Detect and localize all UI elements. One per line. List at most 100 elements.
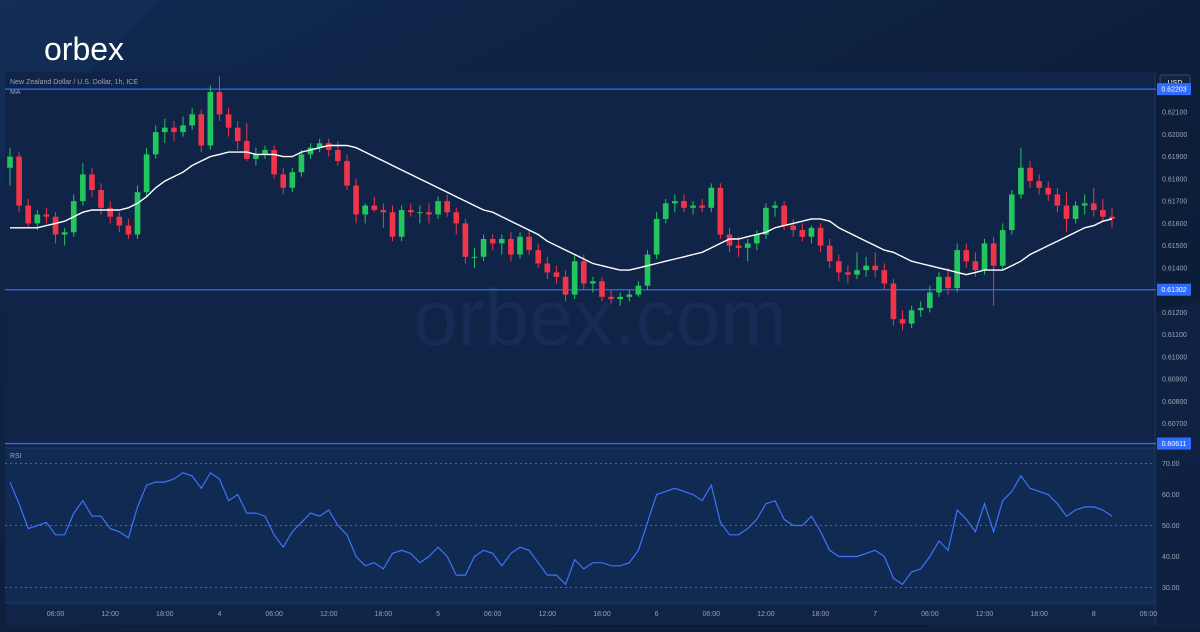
price-tick-label: 0.61600: [1162, 221, 1187, 228]
candle-body: [690, 205, 696, 208]
candle-body: [799, 230, 806, 237]
horizontal-levels[interactable]: 0.62203 0.61302 0.60611: [5, 83, 1191, 450]
candle: [954, 243, 960, 293]
rsi-tick-label: 40.00: [1162, 554, 1180, 561]
time-tick-label: 4: [218, 611, 222, 618]
candle: [744, 238, 751, 262]
time-tick-label: 06:00: [921, 611, 939, 618]
candle: [981, 238, 988, 275]
candle: [316, 138, 323, 153]
candle-body: [171, 127, 177, 133]
candle: [672, 194, 678, 213]
candle-body: [927, 292, 933, 308]
time-tick-label: 18:00: [1030, 611, 1048, 618]
candle: [562, 270, 569, 302]
candle-body: [180, 125, 186, 133]
candle: [462, 218, 469, 264]
candle: [125, 218, 132, 239]
candle-body: [781, 205, 787, 226]
price-tick-label: 0.62000: [1162, 132, 1187, 139]
price-tick-label: 0.61900: [1162, 154, 1187, 161]
candle: [699, 198, 705, 213]
candle-body: [817, 227, 824, 246]
candle-body: [999, 230, 1006, 266]
candle-body: [498, 238, 505, 244]
candle: [735, 236, 742, 257]
candle: [362, 203, 369, 224]
candle: [590, 276, 596, 293]
candle: [325, 138, 332, 157]
candle: [726, 227, 733, 253]
candle-body: [116, 216, 123, 226]
candle-body: [298, 154, 305, 173]
candle: [189, 107, 195, 130]
candle: [426, 203, 432, 224]
candle-body: [599, 281, 605, 297]
candle: [799, 223, 806, 242]
candle-body: [134, 192, 141, 235]
level-label: 0.61302: [1161, 287, 1186, 294]
candle: [262, 145, 268, 159]
level-badge: [1157, 83, 1191, 96]
candle-body: [380, 210, 387, 213]
candle-body: [471, 256, 478, 258]
candle-body: [517, 236, 523, 255]
candle-body: [544, 263, 551, 273]
candle-body: [1081, 203, 1088, 206]
candle-body: [362, 205, 369, 215]
candle-body: [972, 261, 979, 271]
candle-body: [7, 156, 13, 168]
level-label: 0.60611: [1162, 441, 1187, 448]
candle: [253, 147, 259, 166]
candle: [89, 167, 95, 197]
candle: [1109, 207, 1115, 228]
candle-body: [954, 250, 960, 288]
candle-body: [626, 294, 633, 297]
price-tick-label: 0.61700: [1162, 199, 1187, 206]
candle: [908, 305, 915, 329]
candle-body: [708, 187, 715, 208]
candle-body: [25, 205, 32, 224]
candle-body: [198, 114, 205, 146]
candle: [225, 107, 232, 137]
candle: [7, 147, 13, 186]
candle: [143, 147, 150, 197]
candle-body: [152, 132, 159, 155]
candle: [963, 243, 970, 268]
candle-body: [571, 261, 578, 295]
candle: [872, 252, 879, 277]
candle: [526, 230, 532, 255]
candle: [517, 232, 523, 259]
candle-body: [872, 265, 879, 271]
candle: [845, 265, 851, 284]
candle: [945, 267, 951, 295]
candle-body: [207, 92, 214, 146]
candle: [234, 120, 241, 150]
rsi-tick-label: 50.00: [1162, 523, 1180, 530]
candle: [690, 201, 696, 215]
candle-body: [435, 201, 441, 215]
time-tick-label: 12:00: [320, 611, 338, 618]
candle: [717, 183, 724, 239]
candle-body: [1036, 181, 1042, 188]
candle: [835, 254, 842, 282]
candle-body: [845, 272, 851, 275]
candle: [61, 227, 68, 246]
candle: [644, 250, 651, 291]
candle-body: [945, 276, 951, 288]
candle-body: [662, 203, 669, 219]
candle-body: [289, 172, 296, 188]
candle: [353, 178, 359, 224]
candle-body: [717, 187, 724, 235]
candle: [544, 256, 551, 280]
candle: [617, 292, 624, 306]
candle-body: [835, 261, 842, 273]
time-tick-label: 06:00: [484, 611, 502, 618]
candle-body: [271, 149, 277, 175]
candle: [927, 285, 933, 313]
time-tick-label: 6: [655, 611, 659, 618]
candle: [116, 212, 123, 233]
candle-body: [699, 205, 705, 208]
price-tick-label: 0.60900: [1162, 377, 1187, 384]
